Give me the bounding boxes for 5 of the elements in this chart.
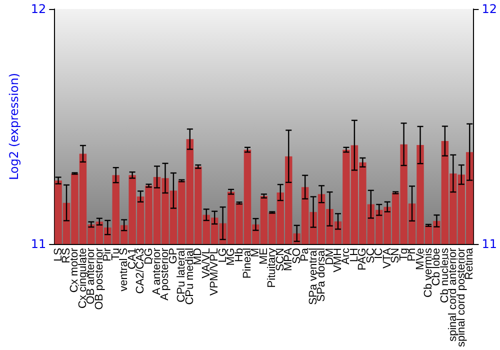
y2-tick-label: 11 [482,236,498,251]
x-tick-label: Retina [464,247,476,280]
y-axis-title: Log2 (expression) [7,72,21,180]
x-tick-label: Tg [398,248,410,261]
y2-tick-label: 12 [482,2,498,16]
